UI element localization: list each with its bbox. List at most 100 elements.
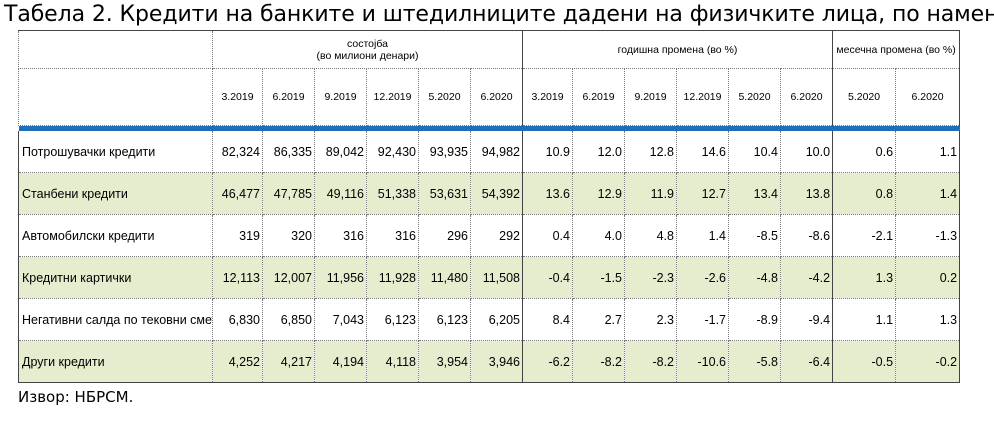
header-stock-period: 3.2019 [212,68,263,126]
annual-change-value: 0.4 [522,214,573,257]
stock-value: 3,954 [418,340,471,383]
stock-value: 316 [314,214,367,257]
header-period-row: 3.2019 6.2019 9.2019 12.2019 5.2020 6.2020 3.2… [18,68,961,126]
annual-change-value: -2.6 [676,256,729,299]
stock-value: 12,113 [212,256,263,299]
row-label: Потрошувачки кредити [18,131,213,173]
stock-value: 6,850 [262,298,315,341]
header-annual-group: годишна промена (во %) [521,30,834,69]
annual-change-value: -5.8 [728,340,781,383]
header-annual-period: 9.2019 [624,68,677,126]
monthly-change-value: 0.2 [895,256,961,299]
header-stock-period: 6.2019 [262,68,315,126]
stock-value: 11,956 [314,256,367,299]
table-row: Автомобилски кредити 319 320 316 316 296 292 0.… [18,214,961,257]
stock-value: 92,430 [366,131,419,173]
stock-value: 6,830 [212,298,263,341]
stock-value: 11,508 [470,256,523,299]
annual-change-value: 12.0 [572,131,625,173]
stock-value: 94,982 [470,131,523,173]
table-title: Табела 2. Кредити на банките и штедилниц… [4,2,994,27]
stock-value: 3,946 [470,340,523,383]
header-stock-period: 6.2020 [470,68,523,126]
monthly-change-value: -0.2 [895,340,961,383]
monthly-change-value: 1.3 [832,256,897,299]
stock-value: 54,392 [470,172,523,215]
monthly-change-value: -1.3 [895,214,961,257]
annual-change-value: 4.8 [624,214,677,257]
table-row: Станбени кредити 46,477 47,785 49,116 51,338… [18,172,961,215]
stock-value: 319 [212,214,263,257]
stock-value: 296 [418,214,471,257]
monthly-change-value: 1.1 [895,131,961,173]
monthly-change-value: -0.5 [832,340,897,383]
header-blank-cell [18,30,213,69]
annual-change-value: 13.4 [728,172,781,215]
stock-value: 11,928 [366,256,419,299]
monthly-change-value: 0.8 [832,172,897,215]
annual-change-value: -0.4 [522,256,573,299]
header-stock-period: 9.2019 [314,68,367,126]
header-monthly-group: месечна промена (во %) [832,30,961,69]
row-label: Станбени кредити [18,172,213,215]
annual-change-value: -10.6 [676,340,729,383]
annual-change-value: 13.6 [522,172,573,215]
stock-value: 46,477 [212,172,263,215]
stock-value: 11,480 [418,256,471,299]
annual-change-value: 8.4 [522,298,573,341]
stock-value: 292 [470,214,523,257]
monthly-change-value: 0.6 [832,131,897,173]
annual-change-value: 1.4 [676,214,729,257]
annual-change-value: -1.7 [676,298,729,341]
stock-value: 4,252 [212,340,263,383]
annual-change-value: 11.9 [624,172,677,215]
annual-change-value: -6.4 [780,340,834,383]
header-annual-period: 12.2019 [676,68,729,126]
header-group-row: состојба (во милиони денари) годишна про… [18,30,961,69]
annual-change-value: 4.0 [572,214,625,257]
header-divider [18,125,960,131]
annual-change-value: 12.8 [624,131,677,173]
monthly-change-value: -2.1 [832,214,897,257]
row-label: Кредитни картички [18,256,213,299]
stock-value: 4,118 [366,340,419,383]
row-label: Негативни салда по тековни сметки [18,298,213,341]
header-stock-group: состојба (во милиони денари) [212,30,523,69]
stock-value: 320 [262,214,315,257]
table-row: Кредитни картички 12,113 12,007 11,956 11,92… [18,256,961,299]
annual-change-value: -4.2 [780,256,834,299]
annual-change-value: -2.3 [624,256,677,299]
annual-change-value: -8.2 [572,340,625,383]
annual-change-value: 12.9 [572,172,625,215]
annual-change-value: -1.5 [572,256,625,299]
stock-value: 6,123 [418,298,471,341]
header-annual-period: 6.2020 [779,68,834,126]
stock-value: 4,217 [262,340,315,383]
stock-value: 86,335 [262,131,315,173]
header-blank-cell [18,68,213,126]
annual-change-value: 10.0 [780,131,834,173]
stock-value: 6,123 [366,298,419,341]
annual-change-value: -8.2 [624,340,677,383]
annual-change-value: 13.8 [780,172,834,215]
stock-value: 4,194 [314,340,367,383]
stock-value: 49,116 [314,172,367,215]
annual-change-value: -8.9 [728,298,781,341]
stock-value: 6,205 [470,298,523,341]
stock-value: 47,785 [262,172,315,215]
header-stock-period: 12.2019 [366,68,419,126]
annual-change-value: 2.7 [572,298,625,341]
table-row: Други кредити 4,252 4,217 4,194 4,118 3,954 3,… [18,340,961,383]
annual-change-value: -8.6 [780,214,834,257]
header-stock-period: 5.2020 [418,68,471,126]
annual-change-value: 10.9 [522,131,573,173]
row-label: Други кредити [18,340,213,383]
annual-change-value: -4.8 [728,256,781,299]
stock-value: 12,007 [262,256,315,299]
monthly-change-value: 1.4 [895,172,961,215]
source-note: Извор: НБРСМ. [18,388,134,406]
row-label: Автомобилски кредити [18,214,213,257]
monthly-change-value: 1.1 [832,298,897,341]
stock-value: 53,631 [418,172,471,215]
header-monthly-period: 5.2020 [832,68,897,126]
